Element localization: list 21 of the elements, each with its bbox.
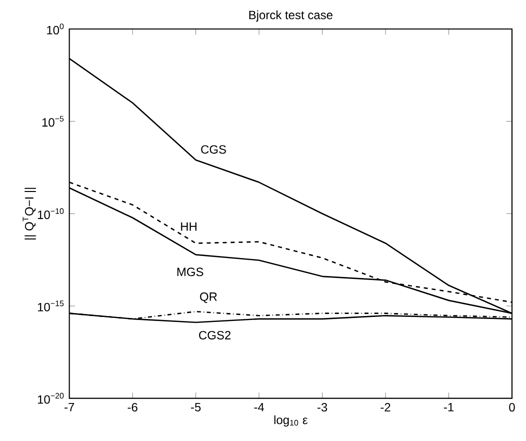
series-label: HH [181,222,196,231]
x-tick-label: -3 [317,403,328,412]
chart-title: Bjorck test case [249,10,332,22]
x-tick-label: -6 [128,403,138,412]
x-tick-label: -1 [444,403,454,412]
x-tick-label: 0 [509,403,515,412]
series-label: CGS2 [199,330,231,340]
y-tick-label: 10$^{−10}$ [38,208,64,220]
x-tick-label: -2 [380,403,390,412]
x-tick-label: -4 [254,403,264,412]
y-tick-label: 10$^{0}$ [47,24,64,34]
y-tick-label: 10$^{−5}$ [42,116,64,127]
x-tick-label: -5 [191,403,201,412]
x-axis-title: log$_{10}$ ε [274,415,308,427]
y-tick-label: 10$^{−20}$ [38,392,64,404]
series-label: MGS [177,268,204,276]
y-tick-label: 10$^{−15}$ [38,300,64,312]
series-label: CGS [201,145,226,154]
x-tick-label: -7 [64,403,74,412]
series-label: QR [200,292,217,304]
y-axis-title: || Q$^{T}$Q−I || [22,188,36,240]
